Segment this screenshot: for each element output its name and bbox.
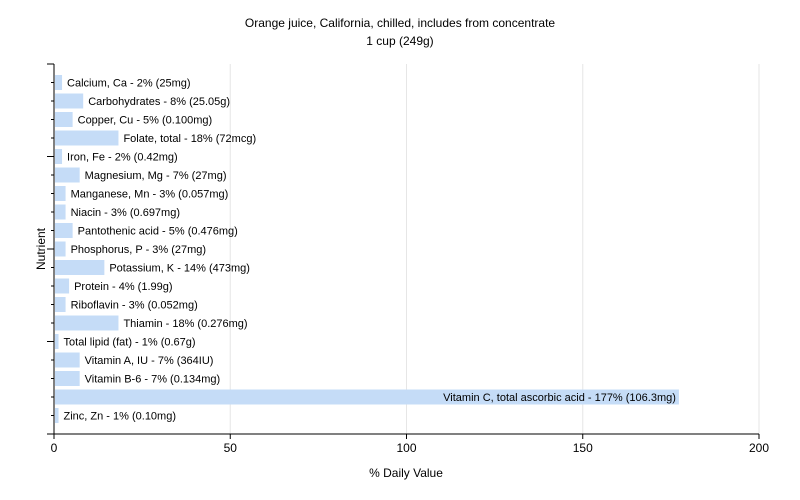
bar [55,149,63,164]
bar [55,408,59,423]
bar [55,315,119,331]
chart-title: Orange juice, California, chilled, inclu… [245,16,555,30]
bar-label: Potassium, K - 14% (473mg) [109,263,250,275]
bar-label: Niacin - 3% (0.697mg) [71,207,180,219]
bar [55,130,119,146]
bar-label: Calcium, Ca - 2% (25mg) [67,78,190,90]
gridlines [229,64,760,434]
bar-label: Total lipid (fat) - 1% (0.67g) [64,337,196,349]
bar [55,93,84,109]
bar-label: Zinc, Zn - 1% (0.10mg) [64,411,176,423]
bar-label: Copper, Cu - 5% (0.100mg) [78,115,213,127]
bar-label: Pantothenic acid - 5% (0.476mg) [78,226,238,238]
bar-label: Thiamin - 18% (0.276mg) [123,318,247,330]
bar-label: Vitamin B-6 - 7% (0.134mg) [85,374,221,386]
bar-label: Vitamin A, IU - 7% (364IU) [85,355,214,367]
bar [55,334,59,349]
bar-label: Phosphorus, P - 3% (27mg) [71,244,207,256]
bar-label: Carbohydrates - 8% (25.05g) [88,96,230,108]
bar-label: Iron, Fe - 2% (0.42mg) [67,152,178,164]
bar [55,260,105,275]
y-axis-label: Nutrient [34,227,48,270]
bar [55,112,73,127]
x-axis-label: % Daily Value [369,466,443,480]
bar [55,389,679,405]
bar [55,297,66,312]
bar [55,223,73,238]
x-tick-label: 0 [51,441,58,455]
bars: Calcium, Ca - 2% (25mg) Carbohydrates - 8… [55,75,679,423]
bar [55,278,70,294]
bar [55,167,80,183]
bar [55,75,63,90]
bar-label: Folate, total - 18% (72mcg) [123,133,256,145]
x-tick-label: 200 [749,441,769,455]
x-tick-label: 100 [396,441,416,455]
bar-label: Riboflavin - 3% (0.052mg) [71,300,198,312]
bar [55,204,66,220]
bar-label: Magnesium, Mg - 7% (27mg) [85,170,227,182]
bar [55,352,80,368]
bar [55,186,66,201]
bar-label: Vitamin C, total ascorbic acid - 177% (1… [443,392,676,404]
bar [55,371,80,386]
bar-label: Protein - 4% (1.99g) [74,281,172,293]
x-tick-label: 50 [224,441,238,455]
axes: 0 50 100 150 200 [47,63,769,455]
chart-subtitle: 1 cup (249g) [366,34,433,48]
bar-label: Manganese, Mn - 3% (0.057mg) [71,189,229,201]
x-tick-label: 150 [573,441,593,455]
bar [55,241,66,257]
